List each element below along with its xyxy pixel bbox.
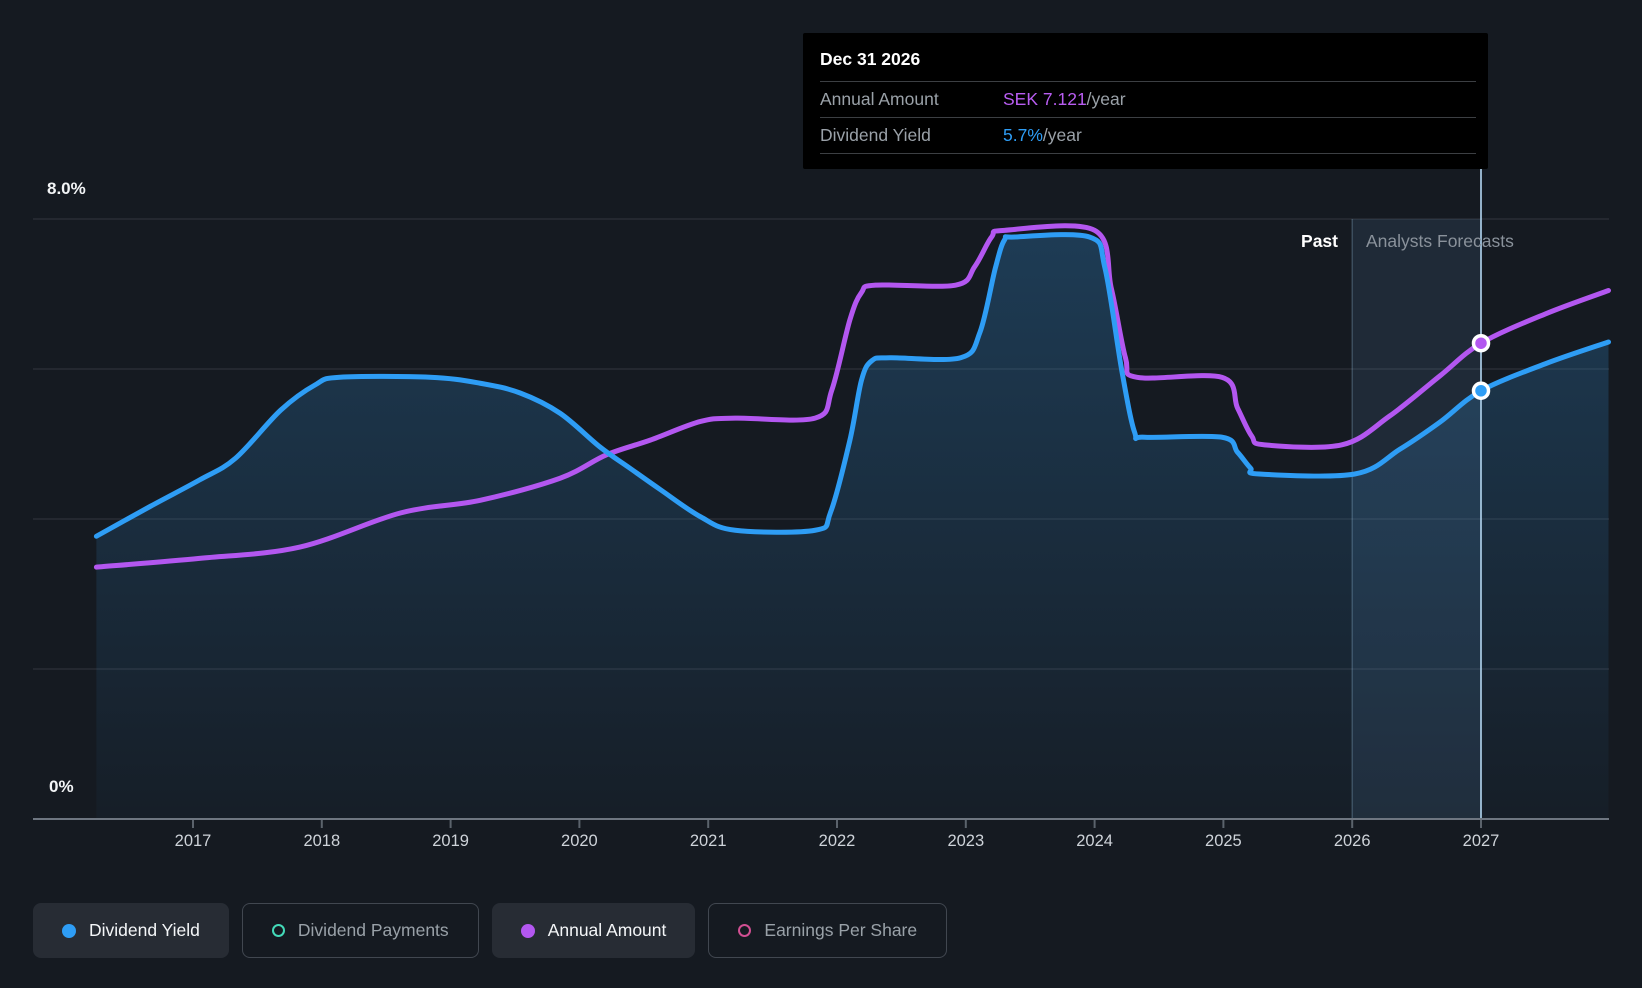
dividend-yield-line xyxy=(93,232,1612,539)
tooltip-value: 5.7% xyxy=(1003,125,1043,145)
legend-toggle-dividend-yield[interactable]: Dividend Yield xyxy=(33,903,229,958)
hover-marker xyxy=(1471,381,1491,400)
x-axis-label: 2021 xyxy=(689,832,727,850)
legend-label: Dividend Payments xyxy=(297,920,449,940)
annual-amount-line xyxy=(93,223,1612,570)
x-axis-label: 2017 xyxy=(174,832,212,850)
x-axis-label: 2020 xyxy=(561,832,598,850)
tooltip-row-dividend-yield: Dividend Yield 5.7% /year xyxy=(820,118,1476,154)
past-label: Past xyxy=(1301,231,1338,251)
chart-tooltip: Dec 31 2026 Annual Amount SEK 7.121 /yea… xyxy=(803,33,1488,169)
tooltip-row-annual-amount: Annual Amount SEK 7.121 /year xyxy=(820,82,1476,118)
y-axis-bottom-label: 0% xyxy=(49,777,74,796)
filled-circle-icon xyxy=(62,923,76,938)
tooltip-value-suffix: /year xyxy=(1086,89,1126,109)
chart-legend: Dividend Yield Dividend Payments Annual … xyxy=(33,903,948,958)
tooltip-label: Annual Amount xyxy=(820,89,939,109)
legend-toggle-dividend-payments[interactable]: Dividend Payments xyxy=(241,903,479,958)
x-axis-label: 2025 xyxy=(1205,832,1242,850)
tooltip-value-suffix: /year xyxy=(1042,125,1082,145)
x-axis-label: 2024 xyxy=(1076,832,1113,850)
x-axis-label: 2019 xyxy=(432,832,469,850)
tooltip-date: Dec 31 2026 xyxy=(820,33,1476,82)
x-axis-label: 2026 xyxy=(1333,832,1371,850)
legend-label: Annual Amount xyxy=(547,920,667,940)
hollow-circle-icon xyxy=(271,924,285,937)
hollow-circle-icon xyxy=(738,924,752,937)
x-axis-label: 2018 xyxy=(303,832,341,850)
analysts-forecasts-label: Analysts Forecasts xyxy=(1366,231,1514,251)
legend-toggle-earnings-per-share[interactable]: Earnings Per Share xyxy=(708,903,948,958)
x-axis-label: 2022 xyxy=(818,832,856,850)
tooltip-label: Dividend Yield xyxy=(820,125,931,145)
y-axis-top-label: 8.0% xyxy=(47,179,86,198)
forecast-highlight-band xyxy=(1352,219,1481,819)
filled-circle-icon xyxy=(520,923,535,938)
legend-toggle-annual-amount[interactable]: Annual Amount xyxy=(491,903,696,958)
yield-area-fill xyxy=(96,234,1609,819)
legend-label: Earnings Per Share xyxy=(764,920,918,940)
hover-marker xyxy=(1471,333,1491,353)
x-axis-label: 2023 xyxy=(947,832,985,850)
x-axis-label: 2027 xyxy=(1462,832,1500,850)
tooltip-value: SEK 7.121 xyxy=(1003,89,1087,109)
legend-label: Dividend Yield xyxy=(89,920,200,940)
